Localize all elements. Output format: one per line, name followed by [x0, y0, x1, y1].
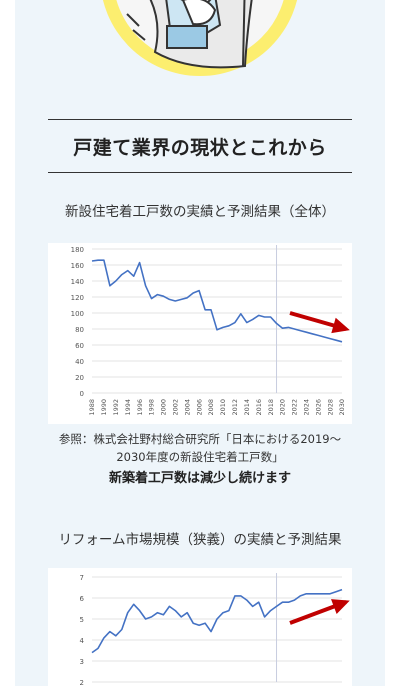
- y-tick-label: 140: [71, 278, 84, 286]
- chart2-heading: リフォーム市場規模（狭義）の実績と予測結果: [58, 532, 342, 548]
- chart1-note: 新築着工戸数は減少し続けます: [108, 471, 291, 486]
- hero-illustration: [102, 0, 298, 76]
- x-tick-label: 2028: [326, 399, 334, 416]
- section-title: 戸建て業界の現状とこれから: [48, 119, 352, 173]
- x-tick-label: 2000: [160, 399, 168, 416]
- housing-starts-chart: 0 20 40 60 80 100 120 140 160 180 1988 1990 1992 1994…: [71, 245, 350, 416]
- x-tick-label: 2030: [338, 399, 346, 416]
- trend-arrow-head: [331, 317, 350, 334]
- x-tick-label: 1990: [100, 399, 108, 416]
- y-tick-label: 20: [75, 374, 84, 382]
- y-tick-label: 2: [80, 679, 84, 686]
- y-tick-label: 60: [75, 342, 84, 350]
- x-tick-label: 2012: [231, 399, 239, 416]
- x-tick-label: 2010: [219, 399, 227, 416]
- x-tick-label: 1998: [148, 399, 156, 416]
- x-tick-label: 2020: [279, 399, 287, 416]
- reform-market-chart: 2 3 4 5 6 7: [80, 573, 350, 686]
- trend-arrow-head: [331, 599, 350, 615]
- x-tick-label: 2016: [255, 399, 263, 416]
- chart1-source-line1: 参照：株式会社野村総合研究所「日本における2019～: [58, 432, 342, 446]
- y-tick-label: 40: [75, 358, 84, 366]
- y-tick-label: 80: [75, 326, 84, 334]
- y-tick-label: 160: [71, 262, 84, 270]
- series-line: [91, 588, 343, 654]
- x-tick-label: 2014: [243, 399, 251, 416]
- x-tick-label: 2026: [314, 399, 322, 416]
- chart1-box: 0 20 40 60 80 100 120 140 160 180 1988 1990 1992 1994…: [48, 243, 352, 424]
- y-tick-label: 6: [80, 595, 85, 603]
- y-tick-label: 5: [80, 616, 84, 624]
- y-tick-label: 7: [80, 574, 84, 582]
- x-tick-label: 1988: [88, 399, 96, 416]
- x-tick-label: 2024: [302, 399, 310, 416]
- x-tick-label: 2018: [267, 399, 275, 416]
- chart2-box: 2 3 4 5 6 7: [48, 568, 352, 686]
- x-tick-label: 1994: [124, 399, 132, 416]
- y-tick-label: 0: [80, 390, 84, 398]
- x-tick-label: 2002: [172, 399, 180, 416]
- y-tick-label: 3: [80, 658, 84, 666]
- y-tick-label: 180: [71, 246, 84, 254]
- x-tick-label: 1992: [112, 399, 120, 416]
- x-tick-label: 2006: [195, 399, 203, 416]
- chart1-source-line2: 2030年度の新設住宅着工戸数」: [116, 450, 284, 464]
- content-panel: 戸建て業界の現状とこれから 新設住宅着工戸数の実績と予測結果（全体） 0 20 40…: [15, 0, 385, 686]
- series-line: [91, 259, 343, 343]
- x-tick-label: 2004: [183, 399, 191, 416]
- x-tick-label: 2022: [291, 399, 299, 416]
- x-tick-label: 2008: [207, 399, 215, 416]
- chart1-heading: 新設住宅着工戸数の実績と予測結果（全体）: [65, 204, 335, 220]
- y-tick-label: 4: [80, 637, 85, 645]
- x-tick-label: 1996: [136, 399, 144, 416]
- y-tick-label: 100: [71, 310, 84, 318]
- y-tick-label: 120: [71, 294, 84, 302]
- chart1-source: 参照：株式会社野村総合研究所「日本における2019～ 2030年度の新設住宅着工…: [15, 430, 385, 466]
